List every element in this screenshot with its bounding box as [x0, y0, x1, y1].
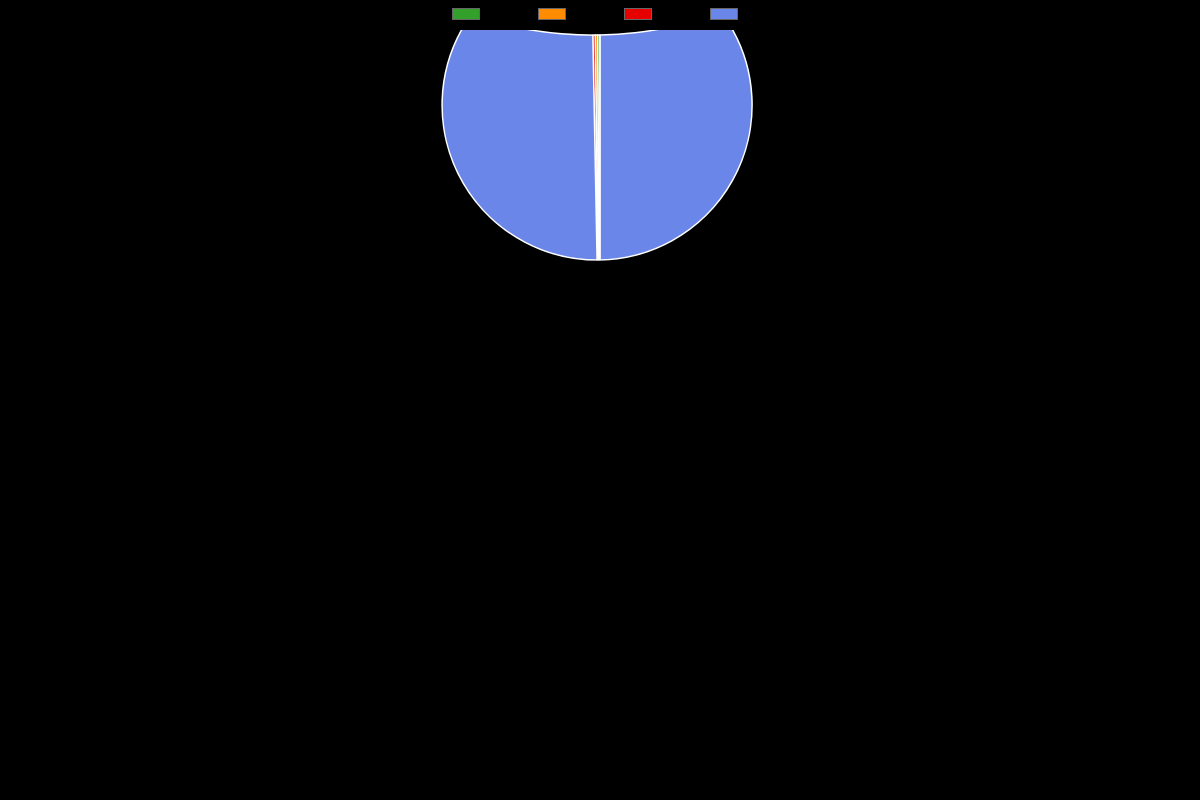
- legend-swatch-0: [452, 8, 480, 20]
- legend-label-3: [744, 8, 748, 20]
- legend-swatch-2: [624, 8, 652, 20]
- legend-label-1: [572, 8, 576, 20]
- legend-item-0: [452, 8, 490, 20]
- legend-label-2: [658, 8, 662, 20]
- donut-slice-3: [213, 30, 973, 260]
- legend-item-2: [624, 8, 662, 20]
- legend-label-0: [486, 8, 490, 20]
- donut-chart: [0, 30, 1200, 800]
- chart-stage: [0, 0, 1200, 800]
- donut-chart-container: [0, 30, 1200, 800]
- legend-item-1: [538, 8, 576, 20]
- legend-swatch-1: [538, 8, 566, 20]
- legend: [0, 8, 1200, 20]
- donut-hole: [446, 261, 755, 570]
- legend-item-3: [710, 8, 748, 20]
- legend-swatch-3: [710, 8, 738, 20]
